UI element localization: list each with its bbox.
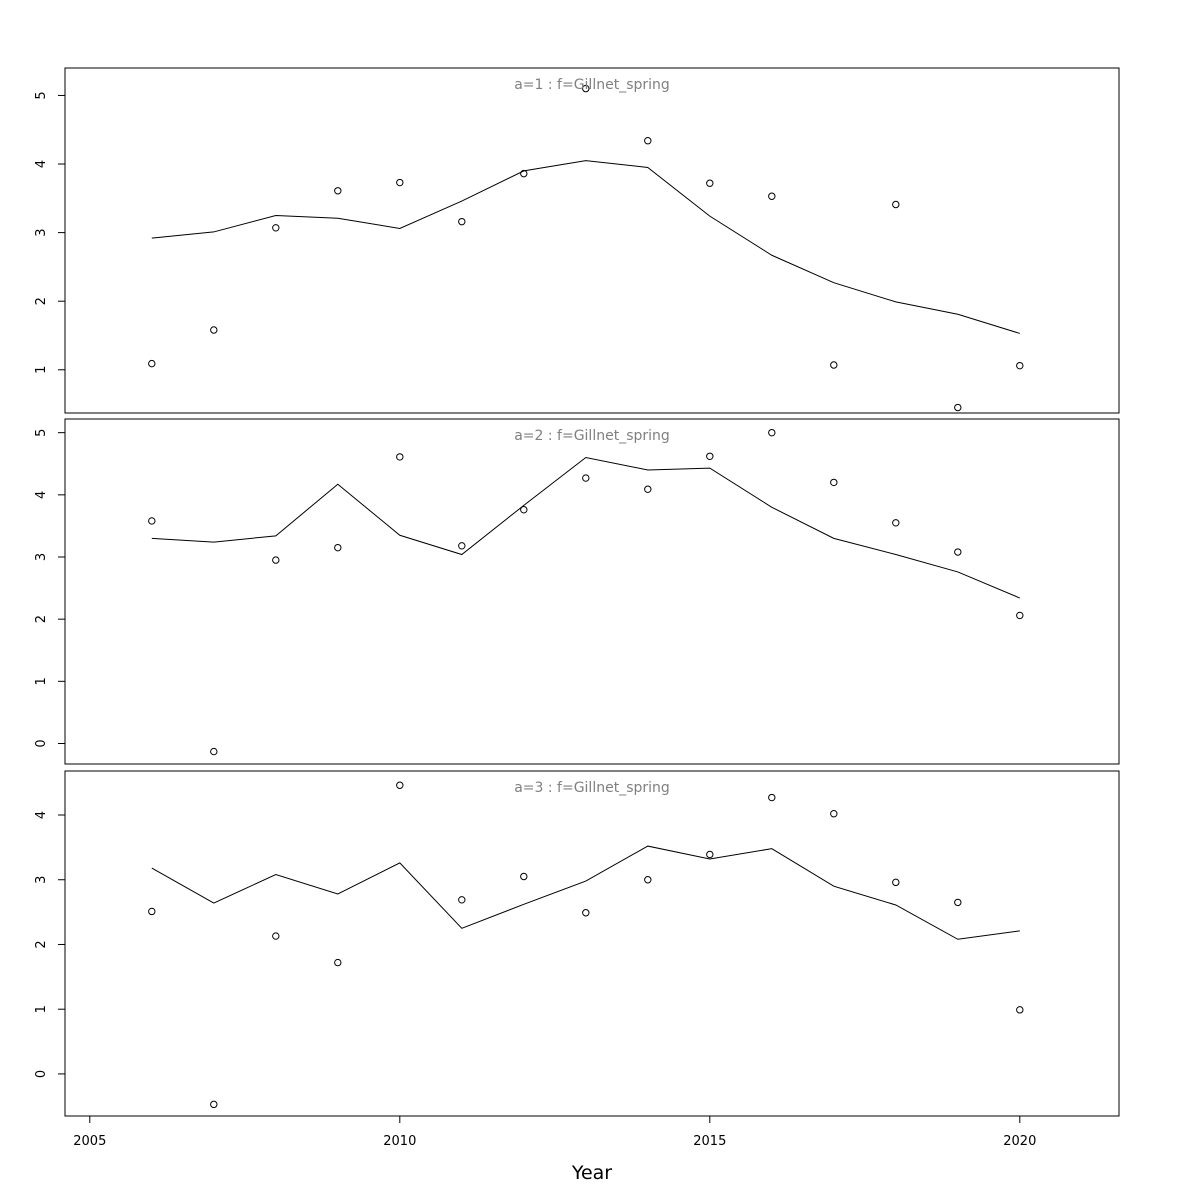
- x-axis-title: Year: [571, 1162, 612, 1184]
- y-tick-label: 1: [34, 366, 49, 374]
- observed-point: [830, 361, 838, 369]
- y-tick-label: 5: [34, 429, 49, 437]
- observed-point: [148, 907, 156, 916]
- observed-point: [1016, 611, 1024, 620]
- panel-frame: [64, 67, 1120, 414]
- fitted-line: [151, 457, 1020, 599]
- panel-2: 0 1 2 3 4 5 a=2 : f=Gillnet_spring: [34, 418, 1120, 765]
- panel-frame: [64, 770, 1120, 1117]
- observed-point: [520, 872, 528, 881]
- panel-title: a=3 : f=Gillnet_spring: [514, 780, 670, 796]
- observed-point: [458, 217, 466, 226]
- panel-1: 1 2 3 4 5 a=1 : f=Gillnet_spring: [34, 67, 1120, 414]
- observed-point: [210, 1100, 218, 1109]
- y-tick-label: 5: [34, 91, 49, 99]
- observed-point: [520, 506, 528, 514]
- observed-point: [520, 169, 528, 178]
- observed-point: [396, 178, 404, 187]
- observed-point: [148, 517, 156, 525]
- observed-point: [644, 876, 652, 884]
- x-tick-label: 2020: [1003, 1134, 1036, 1149]
- y-tick-label: 0: [34, 739, 49, 747]
- observed-point: [706, 850, 714, 859]
- observed-point: [1016, 1006, 1024, 1014]
- y-tick-label: 3: [34, 876, 49, 884]
- fitted-line: [151, 845, 1020, 940]
- observed-point: [644, 485, 652, 493]
- x-tick-label: 2010: [383, 1134, 416, 1149]
- panel-title: a=2 : f=Gillnet_spring: [514, 428, 670, 444]
- observed-point: [396, 781, 404, 789]
- y-tick-label: 4: [34, 491, 49, 499]
- panel-frame: [64, 418, 1120, 765]
- observed-point: [644, 137, 652, 145]
- x-tick-label: 2005: [73, 1134, 106, 1149]
- y-tick-label: 1: [34, 677, 49, 685]
- observed-point: [334, 187, 342, 195]
- observed-point: [334, 958, 342, 967]
- observed-point: [582, 909, 590, 917]
- observed-point: [272, 932, 280, 940]
- observed-point: [954, 403, 962, 412]
- y-tick-label: 0: [34, 1070, 49, 1078]
- observed-point: [148, 359, 156, 368]
- observed-point: [706, 452, 714, 460]
- x-axis: 2005 2010 2015 2020: [73, 1115, 1036, 1149]
- observed-point: [768, 793, 776, 802]
- observed-point: [210, 326, 218, 334]
- observed-point: [892, 200, 900, 209]
- y-tick-label: 2: [34, 940, 49, 948]
- observed-point: [458, 896, 466, 904]
- observed-point: [892, 878, 900, 887]
- observed-point: [210, 747, 218, 756]
- fitted-line: [151, 160, 1020, 334]
- panel-title: a=1 : f=Gillnet_spring: [514, 77, 670, 93]
- panel-3: 0 1 2 3 4 a=3 : f=Gillnet_spring: [34, 770, 1120, 1117]
- observed-point: [582, 84, 590, 93]
- observed-point: [272, 224, 280, 232]
- observed-point: [272, 556, 280, 564]
- observed-point: [768, 428, 776, 437]
- y-tick-label: 3: [34, 228, 49, 236]
- observed-point: [954, 898, 962, 907]
- x-tick-label: 2015: [693, 1134, 726, 1149]
- observed-point: [830, 478, 838, 487]
- y-tick-label: 2: [34, 615, 49, 623]
- y-tick-label: 3: [34, 553, 49, 561]
- observed-point: [830, 810, 838, 818]
- y-tick-label: 4: [34, 811, 49, 819]
- observed-point: [706, 179, 714, 187]
- y-tick-label: 1: [34, 1005, 49, 1013]
- observed-point: [458, 542, 466, 550]
- observed-point: [1016, 361, 1024, 370]
- observed-point: [582, 474, 590, 482]
- y-tick-label: 2: [34, 297, 49, 305]
- observed-point: [892, 519, 900, 527]
- observed-point: [334, 543, 342, 552]
- observed-point: [768, 192, 776, 200]
- observed-point: [396, 453, 404, 461]
- observed-point: [954, 548, 962, 556]
- y-tick-label: 4: [34, 160, 49, 168]
